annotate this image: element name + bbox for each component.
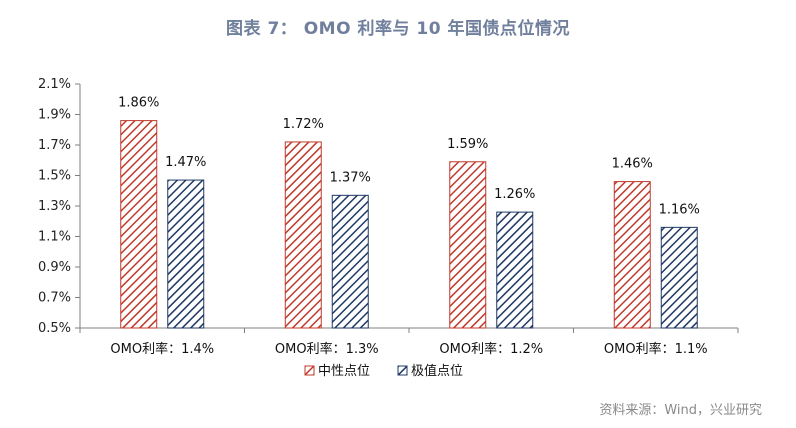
bar-extreme — [660, 226, 698, 329]
legend-swatch — [397, 365, 408, 376]
y-tick-label: 0.9% — [38, 260, 71, 275]
source-note: 资料来源：Wind，兴业研究 — [599, 403, 762, 418]
data-label: 1.16% — [659, 202, 700, 217]
x-tick-label: OMO利率：1.1% — [604, 341, 708, 357]
legend-swatch — [304, 365, 315, 376]
legend-item-neutral: 中性点位 — [304, 364, 370, 379]
y-tick-label: 1.9% — [38, 108, 71, 123]
y-tick-label: 1.5% — [38, 169, 71, 184]
x-tick-label: OMO利率：1.2% — [439, 341, 543, 357]
bar-extreme — [167, 179, 205, 329]
y-tick-label: 0.7% — [38, 291, 71, 306]
data-label: 1.26% — [494, 187, 535, 202]
bar-extreme — [331, 194, 369, 329]
y-tick-label: 1.3% — [38, 199, 71, 214]
bar-neutral — [613, 181, 651, 329]
bar-neutral — [120, 120, 158, 329]
figure-title: 图表 7： OMO 利率与 10 年国债点位情况 — [226, 19, 570, 39]
bars — [120, 120, 698, 329]
legend-label: 中性点位 — [318, 364, 370, 379]
y-tick-label: 2.1% — [38, 77, 71, 92]
data-label: 1.72% — [283, 117, 324, 132]
legend: 中性点位 极值点位 — [304, 363, 463, 379]
bar-neutral — [284, 141, 322, 329]
data-label: 1.37% — [330, 170, 371, 185]
data-label: 1.86% — [118, 96, 159, 111]
y-tick-label: 1.1% — [38, 230, 71, 245]
data-label: 1.59% — [447, 137, 488, 152]
data-label: 1.47% — [165, 155, 206, 170]
legend-label: 极值点位 — [411, 363, 463, 379]
legend-item-extreme: 极值点位 — [397, 363, 463, 379]
y-tick-label: 0.5% — [38, 321, 71, 336]
axes: 0.5% 0.7% 0.9% 1.1% 1.3% 1.5% 1.7% 1.9% 2.1% OMO利… — [38, 77, 739, 357]
bar-neutral — [449, 161, 487, 329]
x-tick-label: OMO利率：1.4% — [110, 341, 214, 357]
data-labels: 1.86% 1.47% 1.72% 1.37% 1.59% 1.26% 1.46% 1.16% — [118, 96, 700, 218]
x-tick-label: OMO利率：1.3% — [275, 341, 379, 357]
data-label: 1.46% — [612, 157, 653, 172]
y-tick-label: 1.7% — [38, 138, 71, 153]
bar-extreme — [496, 211, 534, 329]
